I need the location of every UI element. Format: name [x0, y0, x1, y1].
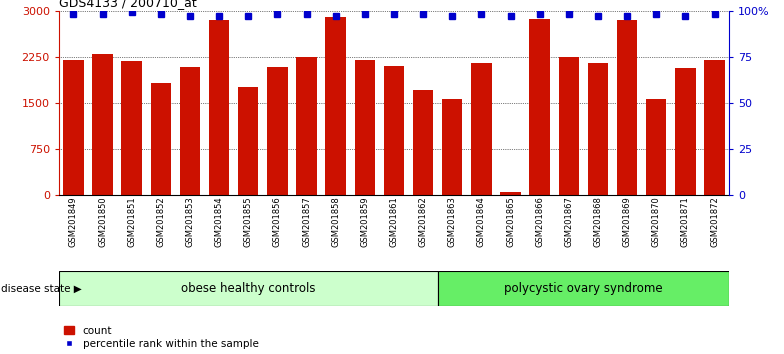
Bar: [93, 53, 113, 195]
Bar: [471, 63, 492, 195]
Text: obese healthy controls: obese healthy controls: [181, 282, 315, 295]
Bar: [675, 68, 695, 195]
Bar: [617, 20, 637, 195]
Bar: [383, 66, 405, 195]
Bar: [559, 57, 579, 195]
Bar: [529, 19, 550, 195]
Bar: [209, 20, 229, 195]
Bar: [588, 63, 608, 195]
Text: GDS4133 / 200710_at: GDS4133 / 200710_at: [59, 0, 197, 10]
Bar: [180, 67, 200, 195]
Bar: [267, 67, 288, 195]
Bar: [325, 17, 346, 195]
Bar: [296, 57, 317, 195]
Bar: [442, 99, 463, 195]
Bar: [704, 60, 724, 195]
Bar: [354, 60, 375, 195]
Bar: [122, 61, 142, 195]
Bar: [151, 83, 171, 195]
Bar: [437, 271, 729, 306]
Text: polycystic ovary syndrome: polycystic ovary syndrome: [504, 282, 662, 295]
Bar: [64, 60, 84, 195]
Bar: [238, 87, 259, 195]
Bar: [646, 99, 666, 195]
Bar: [59, 271, 437, 306]
Bar: [413, 90, 434, 195]
Legend: count, percentile rank within the sample: count, percentile rank within the sample: [64, 326, 259, 349]
Bar: [500, 192, 521, 195]
Text: disease state ▶: disease state ▶: [1, 284, 82, 293]
